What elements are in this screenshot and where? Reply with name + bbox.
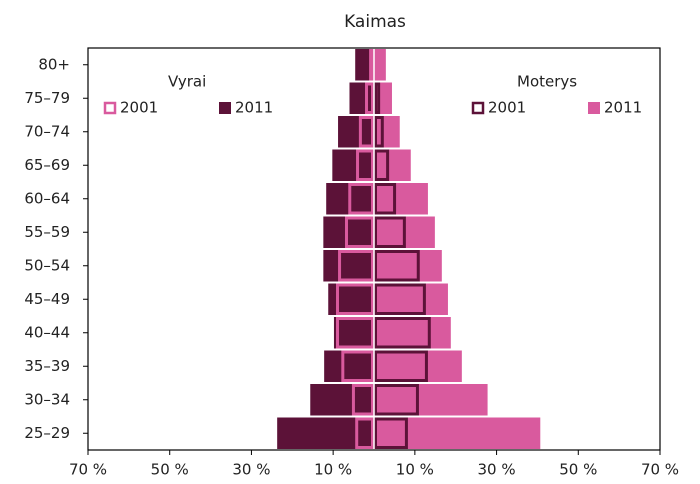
bar (332, 149, 374, 181)
y-tick-label: 45–49 (24, 290, 70, 308)
bar (324, 350, 374, 382)
bar (374, 116, 400, 148)
x-tick-label: 10 % (396, 461, 434, 479)
bar (374, 417, 541, 449)
y-tick-label: 80+ (38, 55, 70, 73)
y-tick-label: 75–79 (24, 89, 70, 107)
bar (374, 350, 462, 382)
bar (310, 384, 374, 416)
x-tick-label: 10 % (314, 461, 352, 479)
bar (374, 49, 386, 81)
legend-swatch (588, 102, 600, 114)
bar (328, 283, 374, 315)
legend-group-title: Vyrai (168, 73, 206, 91)
bar-outline (365, 82, 374, 114)
bar (374, 384, 488, 416)
bar-outline (344, 216, 374, 248)
y-tick-label: 25–29 (24, 424, 70, 442)
bar-outline (336, 317, 375, 349)
y-tick-label: 30–34 (24, 390, 70, 408)
bar-outline (374, 417, 408, 449)
legend-swatch (219, 102, 231, 114)
y-tick-label: 40–44 (24, 323, 70, 341)
legend-label: 2011 (235, 99, 273, 117)
bar (323, 250, 374, 282)
chart-title: Kaimas (344, 12, 406, 32)
legend-group-title: Moterys (517, 73, 577, 91)
y-tick-label: 65–69 (24, 156, 70, 174)
bar-outline (374, 216, 406, 248)
y-tick-label: 60–64 (24, 189, 70, 207)
bar (374, 250, 442, 282)
bar-outline (374, 384, 419, 416)
y-tick-label: 50–54 (24, 256, 70, 274)
y-tick-label: 70–74 (24, 122, 70, 140)
bar (323, 216, 374, 248)
bar-outline (374, 350, 428, 382)
bar-outline (355, 417, 375, 449)
y-tick-label: 55–59 (24, 223, 70, 241)
bar-outline (341, 350, 375, 382)
bar-outline (374, 250, 420, 282)
bar (277, 417, 374, 449)
bar-outline (374, 317, 431, 349)
bar-outline (336, 283, 375, 315)
x-tick-label: 70 % (641, 461, 679, 479)
x-tick-label: 50 % (151, 461, 189, 479)
legend-label: 2001 (488, 99, 526, 117)
bar (349, 82, 374, 114)
bar-outline (374, 183, 397, 215)
bar-outline (351, 384, 374, 416)
plot-frame (87, 47, 661, 451)
x-tick-label: 70 % (69, 461, 107, 479)
y-tick-label: 35–39 (24, 357, 70, 375)
x-tick-label: 30 % (232, 461, 270, 479)
bar-outline (348, 183, 375, 215)
x-tick-label: 50 % (559, 461, 597, 479)
bar (374, 317, 451, 349)
legend-swatch (103, 101, 117, 115)
bar-outline (374, 283, 426, 315)
legend-label: 2001 (120, 99, 158, 117)
x-tick-label: 30 % (478, 461, 516, 479)
bar (374, 149, 411, 181)
bar-outline (374, 116, 384, 148)
bar (374, 183, 428, 215)
bar (333, 317, 374, 349)
bar-outline (356, 149, 374, 181)
legend-label: 2011 (604, 99, 642, 117)
bar-outline (374, 82, 381, 114)
bar-outline (358, 116, 374, 148)
bar (374, 283, 448, 315)
bar-outline (369, 49, 374, 81)
bar-outline (338, 250, 374, 282)
bar (338, 116, 374, 148)
legend-swatch (471, 101, 485, 115)
bar-outline (374, 149, 390, 181)
